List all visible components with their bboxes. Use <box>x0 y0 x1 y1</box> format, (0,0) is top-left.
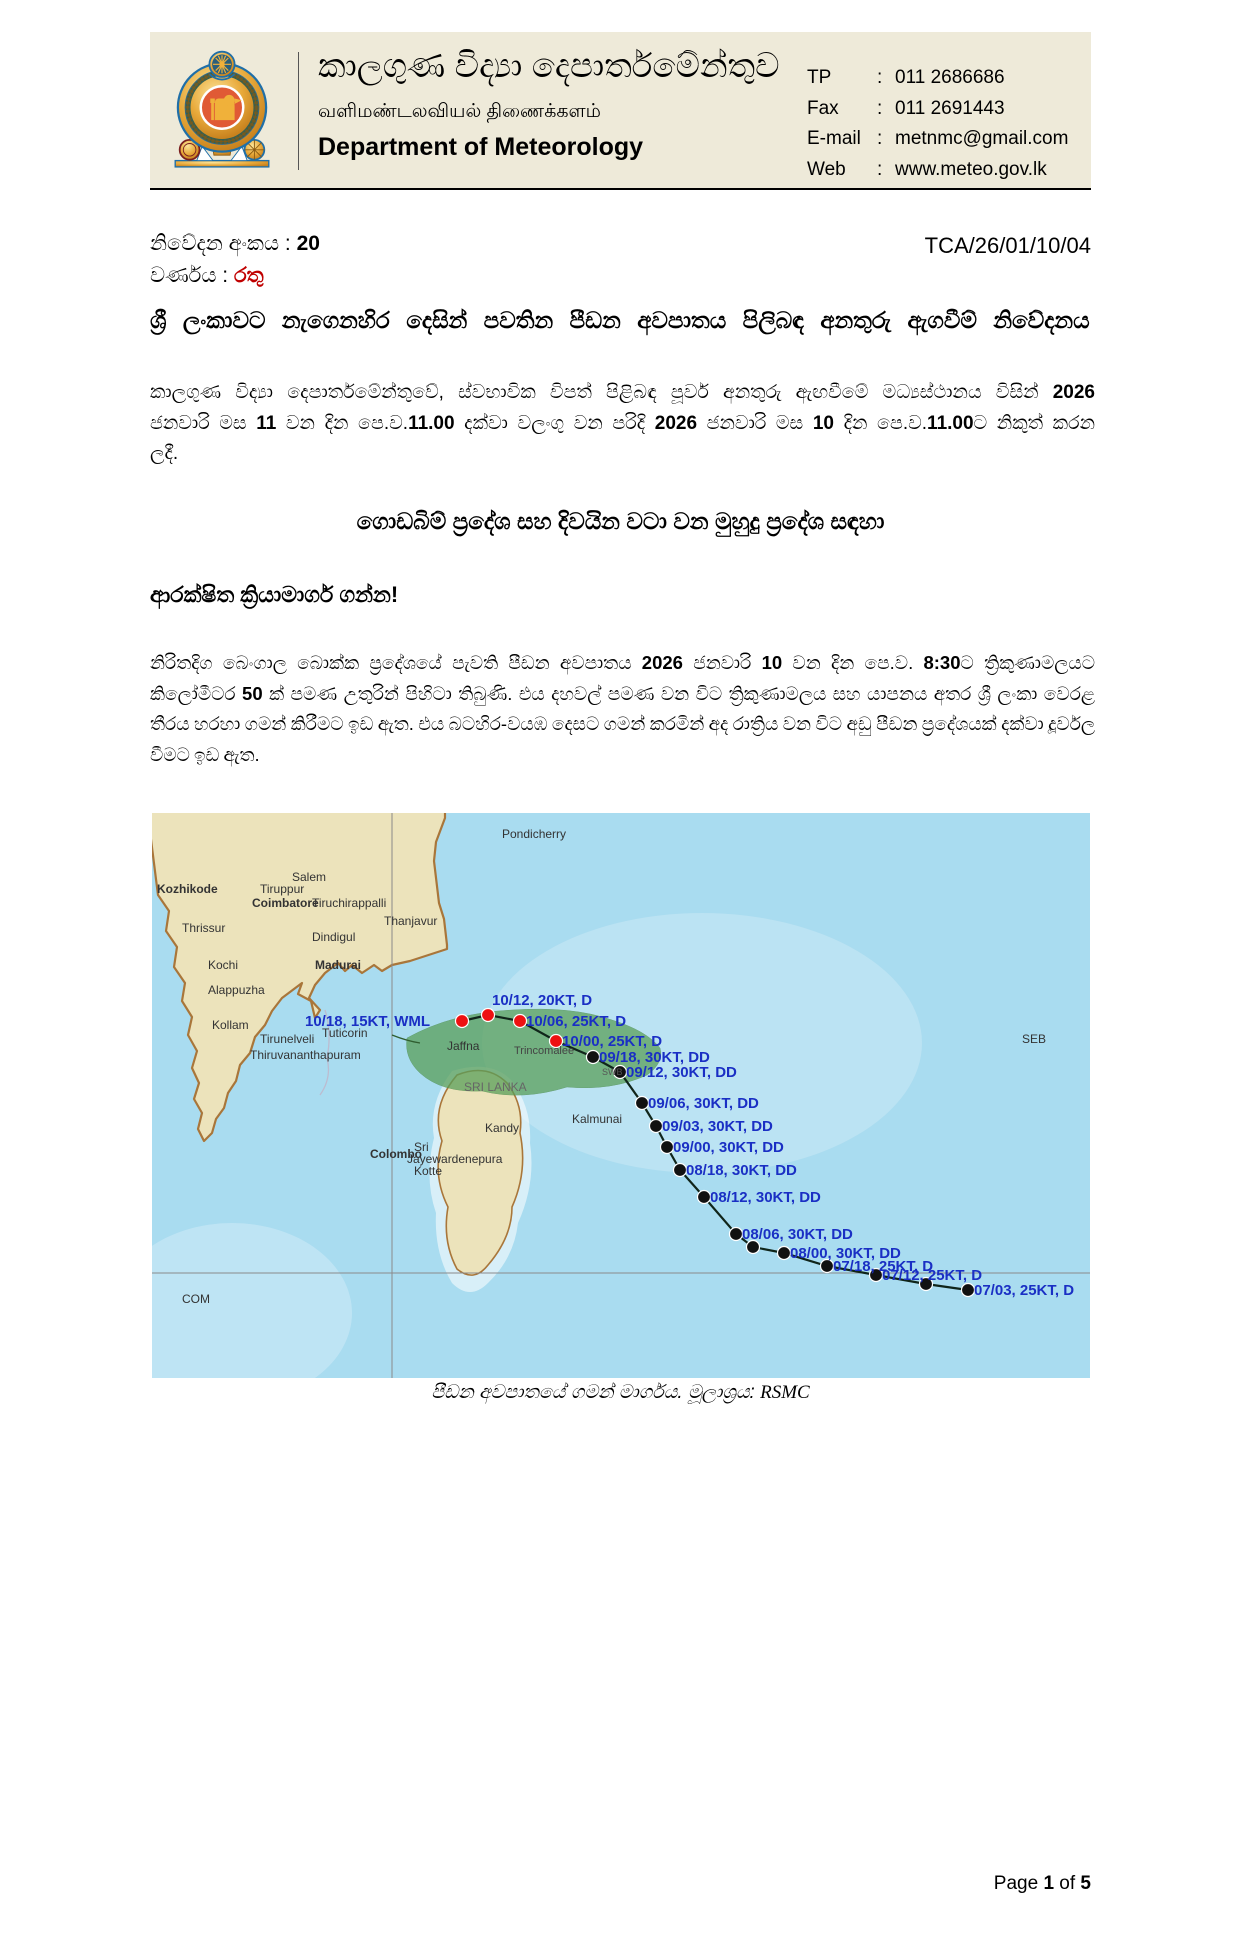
svg-text:07/12, 25KT, D: 07/12, 25KT, D <box>882 1267 982 1284</box>
svg-text:COM: COM <box>182 1292 210 1306</box>
svg-text:Dindigul: Dindigul <box>312 930 355 944</box>
svg-text:10/06, 25KT, D: 10/06, 25KT, D <box>526 1013 626 1030</box>
svg-text:Kollam: Kollam <box>212 1018 249 1032</box>
svg-text:08/06, 30KT, DD: 08/06, 30KT, DD <box>742 1226 853 1243</box>
svg-text:09/06, 30KT, DD: 09/06, 30KT, DD <box>648 1095 759 1112</box>
svg-text:09/00, 30KT, DD: 09/00, 30KT, DD <box>673 1139 784 1156</box>
svg-text:09/03, 30KT, DD: 09/03, 30KT, DD <box>662 1118 773 1135</box>
svg-text:Kalmunai: Kalmunai <box>572 1112 622 1126</box>
svg-text:Tuticorin: Tuticorin <box>322 1026 368 1040</box>
svg-text:10/12, 20KT, D: 10/12, 20KT, D <box>492 992 592 1009</box>
svg-text:Tiruchirappalli: Tiruchirappalli <box>312 896 386 910</box>
svg-text:09/12, 30KT, DD: 09/12, 30KT, DD <box>626 1064 737 1081</box>
svg-text:Coimbatore: Coimbatore <box>252 896 319 910</box>
svg-text:Thanjavur: Thanjavur <box>384 914 437 928</box>
svg-text:SEB: SEB <box>1022 1032 1046 1046</box>
svg-text:Pondicherry: Pondicherry <box>502 827 566 841</box>
svg-text:10/00, 25KT, D: 10/00, 25KT, D <box>562 1033 662 1050</box>
svg-text:Trincomalee: Trincomalee <box>514 1045 574 1057</box>
svg-text:Kotte: Kotte <box>414 1164 442 1178</box>
svg-text:08/18, 30KT, DD: 08/18, 30KT, DD <box>686 1162 797 1179</box>
svg-text:Jaffna: Jaffna <box>447 1039 480 1053</box>
svg-text:Alappuzha: Alappuzha <box>208 983 265 997</box>
svg-text:Tirunelveli: Tirunelveli <box>260 1032 314 1046</box>
svg-text:Kozhikode: Kozhikode <box>157 882 218 896</box>
svg-text:SRI LANKA: SRI LANKA <box>464 1080 527 1094</box>
svg-text:Madurai: Madurai <box>315 958 361 972</box>
svg-text:Thiruvananthapuram: Thiruvananthapuram <box>250 1048 361 1062</box>
svg-text:Tiruppur: Tiruppur <box>260 882 304 896</box>
svg-text:07/03, 25KT, D: 07/03, 25KT, D <box>974 1282 1074 1299</box>
svg-text:Thrissur: Thrissur <box>182 921 225 935</box>
svg-text:SWB: SWB <box>602 1067 623 1077</box>
svg-text:Kochi: Kochi <box>208 958 238 972</box>
svg-text:08/12, 30KT, DD: 08/12, 30KT, DD <box>710 1189 821 1206</box>
svg-text:Kandy: Kandy <box>485 1121 519 1135</box>
